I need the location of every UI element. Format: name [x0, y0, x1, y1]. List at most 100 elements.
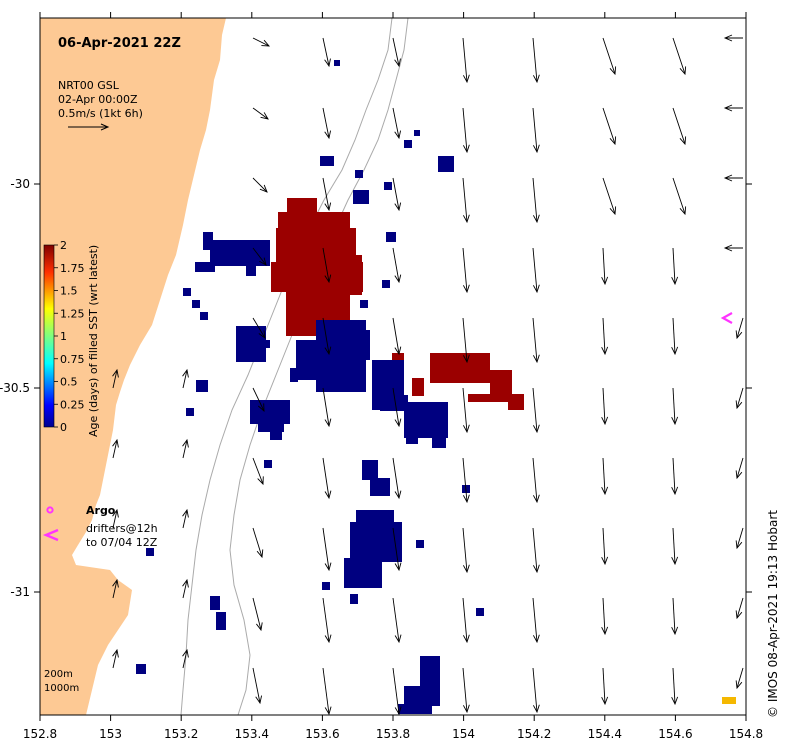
current-vector: [252, 597, 263, 632]
current-vector: [462, 457, 470, 504]
current-vector: [672, 37, 687, 76]
sst-patch-recent: [362, 460, 378, 480]
sst-patch-old: [430, 353, 490, 383]
current-vector: [601, 317, 609, 356]
current-vector: [532, 37, 540, 84]
current-vector: [322, 527, 332, 572]
colorbar-tick-label: 0.5: [60, 376, 78, 389]
x-tick-label: 154: [452, 727, 475, 741]
contour-1000m: [229, 17, 409, 716]
timestamp-label: 06-Apr-2021 22Z: [58, 36, 181, 51]
colorbar-tick-label: 1.25: [60, 307, 85, 320]
current-vector: [182, 438, 189, 459]
current-vector: [112, 438, 119, 459]
sst-patch-old: [490, 370, 512, 400]
scale-label: 0.5m/s (1kt 6h): [58, 107, 143, 120]
sst-patch-recent: [270, 428, 282, 440]
current-vector: [392, 527, 402, 572]
current-vector: [392, 597, 402, 644]
current-vector: [735, 527, 744, 550]
current-vector: [252, 457, 264, 486]
y-tick-label: -30: [10, 177, 30, 191]
current-vector: [322, 667, 332, 716]
current-vector: [252, 667, 263, 705]
current-vector: [322, 247, 332, 284]
colorbar-tick-label: 0.25: [60, 398, 85, 411]
colorbar: [43, 244, 55, 428]
drifter-marker: [720, 312, 733, 324]
current-vector: [735, 667, 744, 690]
current-vector: [322, 107, 332, 140]
sst-patch-recent: [404, 686, 440, 706]
x-tick-label: 154.8: [729, 727, 763, 741]
current-vector: [602, 107, 617, 146]
sst-patch-recent: [438, 156, 454, 172]
y-axis: -30 -30.5 -31: [0, 177, 752, 599]
current-vectors: [112, 34, 744, 716]
sst-patch-recent: [380, 395, 408, 411]
x-tick-label: 153: [99, 727, 122, 741]
x-tick-label: 153.6: [305, 727, 339, 741]
current-vector: [462, 597, 470, 644]
sst-patch-recent: [382, 280, 390, 288]
sst-patch-recent: [386, 232, 396, 242]
current-vector: [462, 317, 470, 364]
current-vector: [735, 457, 744, 480]
current-vector: [252, 37, 271, 47]
current-vector: [392, 317, 402, 356]
colorbar-tick-label: 0: [60, 421, 67, 434]
current-vector: [532, 247, 540, 294]
x-tick-label: 152.8: [23, 727, 57, 741]
sst-patch-recent: [264, 460, 272, 468]
sst-patch-recent: [370, 478, 390, 496]
current-vector: [671, 667, 679, 706]
colorbar-tick-label: 1.75: [60, 262, 85, 275]
sst-patch-recent: [406, 428, 418, 444]
sst-patch-recent: [353, 190, 369, 204]
sst-patch-recent: [360, 300, 368, 308]
current-vector: [723, 104, 743, 112]
colorbar-tick-label: 1.5: [60, 285, 78, 298]
product-name: NRT00 GSL: [58, 79, 120, 92]
current-vector: [672, 177, 687, 216]
current-vector: [392, 667, 402, 716]
current-vector: [182, 368, 189, 389]
x-tick-label: 154.4: [588, 727, 622, 741]
current-vector: [532, 177, 540, 224]
sst-patch-recent: [296, 340, 326, 380]
current-vector: [735, 387, 744, 410]
credit-label: © IMOS 08-Apr-2021 19:13 Hobart: [766, 510, 780, 718]
current-vector: [392, 37, 401, 68]
current-vector: [322, 457, 332, 500]
current-vector: [601, 527, 609, 566]
argo-label: Argo: [86, 504, 116, 517]
sst-patch-recent: [356, 510, 394, 528]
current-vector: [532, 597, 540, 644]
current-vector: [532, 107, 540, 154]
current-vector: [671, 527, 679, 566]
land-mass: [40, 18, 226, 715]
sst-patch-recent: [350, 594, 358, 604]
y-tick-label: -31: [10, 585, 30, 599]
current-vector: [601, 667, 609, 706]
current-vector: [112, 578, 119, 599]
x-axis: 152.8 153 153.2 153.4 153.6 153.8 154 154.2 154.…: [23, 12, 763, 741]
sst-patch-recent: [246, 266, 256, 276]
drifter-legend-icon: [42, 528, 59, 542]
sst-patch-recent: [414, 130, 420, 136]
sst-patch-old: [412, 378, 424, 396]
sst-patch-old: [340, 255, 362, 295]
current-vector: [735, 317, 744, 340]
sst-patch-recent: [195, 262, 215, 272]
current-vector: [723, 244, 743, 252]
current-vector: [252, 527, 264, 559]
current-vector: [462, 177, 470, 224]
current-vector: [532, 527, 540, 574]
current-vector: [322, 37, 331, 68]
sst-patch-recent: [384, 182, 392, 190]
sst-patch-recent: [398, 704, 432, 714]
sst-patch-recent: [136, 664, 146, 674]
sst-patch-recent: [216, 612, 226, 630]
sst-patch-recent: [186, 408, 194, 416]
sst-old-patches: [271, 198, 524, 410]
